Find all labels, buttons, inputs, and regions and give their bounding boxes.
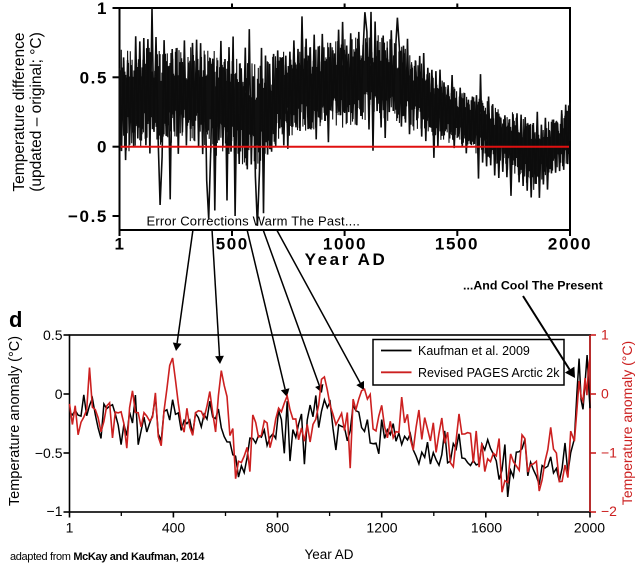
svg-text:Temperature anomaly (°C): Temperature anomaly (°C) bbox=[7, 336, 23, 506]
svg-text:1: 1 bbox=[114, 235, 125, 254]
svg-text:(updated – original; °C): (updated – original; °C) bbox=[28, 32, 45, 192]
svg-text:1: 1 bbox=[601, 327, 609, 343]
svg-text:−1: −1 bbox=[47, 503, 63, 519]
svg-text:Temperature difference: Temperature difference bbox=[11, 32, 28, 191]
svg-text:Error Corrections Warm The Pas: Error Corrections Warm The Past.... bbox=[147, 214, 361, 229]
svg-text:Revised PAGES Arctic 2k: Revised PAGES Arctic 2k bbox=[418, 366, 560, 380]
svg-text:1: 1 bbox=[66, 520, 74, 536]
svg-text:adapted from McKay and Kaufman: adapted from McKay and Kaufman, 2014 bbox=[10, 551, 205, 563]
svg-text:1200: 1200 bbox=[366, 520, 397, 536]
svg-text:400: 400 bbox=[162, 520, 186, 536]
svg-text:1600: 1600 bbox=[471, 520, 502, 536]
svg-text:0: 0 bbox=[601, 386, 609, 402]
svg-text:500: 500 bbox=[216, 235, 249, 254]
svg-text:0: 0 bbox=[55, 386, 63, 402]
svg-text:1000: 1000 bbox=[323, 235, 367, 254]
svg-text:...And Cool The Present: ...And Cool The Present bbox=[463, 279, 603, 293]
svg-text:Temperature anomaly (°C): Temperature anomaly (°C) bbox=[619, 341, 635, 505]
svg-text:−1: −1 bbox=[601, 445, 617, 461]
svg-text:1: 1 bbox=[97, 0, 108, 18]
svg-text:0.5: 0.5 bbox=[80, 68, 108, 87]
svg-text:−0.5: −0.5 bbox=[68, 207, 108, 226]
svg-text:1500: 1500 bbox=[435, 235, 479, 254]
svg-text:0: 0 bbox=[97, 138, 108, 157]
svg-text:Year AD: Year AD bbox=[304, 547, 353, 562]
svg-text:d: d bbox=[9, 307, 22, 332]
svg-text:0.5: 0.5 bbox=[43, 327, 63, 343]
svg-text:2000: 2000 bbox=[548, 235, 592, 254]
svg-text:Kaufman et al. 2009: Kaufman et al. 2009 bbox=[418, 344, 530, 358]
svg-text:Year AD: Year AD bbox=[305, 250, 388, 269]
svg-text:−0.5: −0.5 bbox=[35, 445, 63, 461]
svg-text:−2: −2 bbox=[601, 503, 617, 519]
svg-text:2000: 2000 bbox=[574, 520, 605, 536]
svg-text:800: 800 bbox=[266, 520, 290, 536]
